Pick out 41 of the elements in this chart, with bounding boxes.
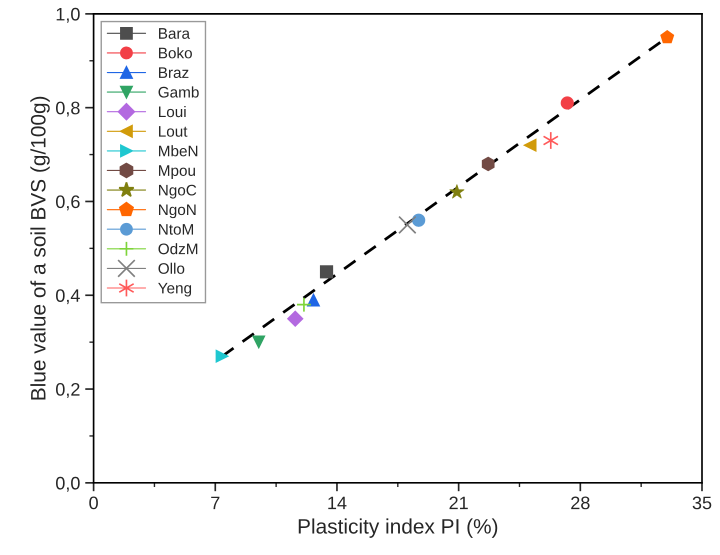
legend-label: NgoN [159,204,196,218]
point [412,214,426,227]
legend-label: Boko [159,47,192,58]
point [296,296,312,312]
point [252,336,266,349]
legend-label: Ollo [158,262,184,274]
point [660,30,674,44]
legend-label: Loui [159,106,186,118]
legend-label: OdzM [158,243,198,254]
point [306,293,320,307]
point [482,156,495,172]
y-tick-label: 0,6 [56,195,80,210]
x-tick-label: 28 [571,496,590,510]
x-axis-title: Plasticity index PI (%) [298,518,498,538]
legend-label: Mpou [159,165,195,179]
legend-label: NgoC [159,184,196,199]
legend-label: Lout [159,126,188,137]
y-axis-title: Blue value of a soil BVS (g/100g) [30,96,50,400]
y-tick-label: 0,2 [56,382,80,398]
legend-label: Braz [159,67,188,78]
x-tick-label: 7 [211,496,220,510]
y-tick-label: 0,4 [56,289,80,304]
legend-label: Bara [159,28,190,39]
point [287,310,304,327]
legend-label: Gamb [158,86,199,98]
x-tick-label: 35 [692,496,712,510]
point [398,216,417,234]
y-tick-label: 1,0 [56,8,80,23]
point [560,96,574,110]
point [216,350,229,363]
point [320,265,334,278]
x-tick-label: 14 [328,496,346,510]
x-tick-label: 0 [89,496,98,510]
y-tick-label: 0,8 [56,102,80,117]
point [523,138,537,152]
legend-label: Yeng [158,282,192,297]
y-tick-label: 0,0 [56,476,80,492]
point [449,184,465,199]
legend-label: NtoM [159,224,194,235]
x-tick-label: 21 [450,496,468,510]
legend-label: MbeN [159,145,198,156]
